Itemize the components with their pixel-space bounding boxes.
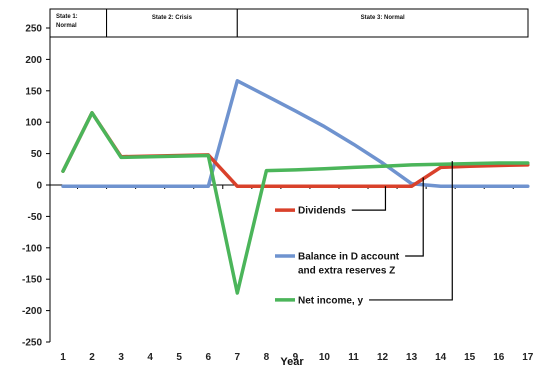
series-lines: [61, 79, 530, 295]
y-tick-label: 150: [25, 86, 42, 97]
y-tick-label: 100: [25, 118, 42, 129]
x-tick-label: 17: [522, 352, 534, 363]
y-tick-label: -200: [22, 306, 42, 317]
state-label: State 1:: [56, 14, 78, 20]
y-tick-label: 50: [31, 149, 43, 160]
x-tick-label: 10: [319, 352, 331, 363]
y-tick-label: -100: [22, 243, 42, 254]
series-line-dividends: [61, 111, 530, 189]
x-tick-label: 9: [293, 352, 299, 363]
state-box: [49, 8, 108, 38]
x-axis-title: Year: [280, 356, 304, 367]
x-tick-label: 4: [147, 352, 153, 363]
x-tick-label: 5: [176, 352, 182, 363]
legend-pointer: [405, 177, 424, 257]
x-tick-label: 11: [348, 352, 359, 363]
legend-label: Dividends: [298, 206, 346, 217]
state-label: State 2: Crisis: [152, 15, 193, 21]
series-line-net-income-y: [61, 111, 530, 295]
state-label: State 3: Normal: [361, 15, 405, 21]
y-tick-label: 200: [25, 55, 42, 66]
x-tick-label: 16: [493, 352, 505, 363]
state-band: State 1: Normal State 2: Crisis State 3: No…: [49, 8, 529, 38]
x-axis: 1 2 3 4 5 6 7 8 9 10 11 12 13 14 15 16 17: [50, 184, 534, 363]
series-line-balance-in-d-account: [61, 79, 530, 189]
state-box: [106, 8, 238, 38]
y-tick-label: 250: [25, 24, 42, 35]
legend-pointer: [351, 186, 387, 211]
x-tick-label: 15: [464, 352, 476, 363]
x-tick-label: 1: [60, 352, 66, 363]
state-label: Normal: [56, 23, 77, 29]
legend-label: Net income, y: [298, 295, 363, 306]
legend-label: and extra reserves Z: [298, 265, 395, 276]
x-tick-label: 12: [377, 352, 389, 363]
x-tick-label: 2: [89, 352, 95, 363]
y-tick-label: 0: [36, 181, 42, 192]
y-tick-label: -250: [22, 338, 42, 349]
x-tick-label: 3: [118, 352, 124, 363]
y-tick-label: -150: [22, 275, 42, 286]
x-tick-label: 6: [205, 352, 211, 363]
x-tick-label: 13: [406, 352, 418, 363]
legend-label: Balance in D account: [298, 251, 400, 262]
state-box: [236, 8, 529, 38]
legend: Dividends Balance in D account and extra r…: [275, 161, 453, 306]
y-tick-label: -50: [28, 212, 43, 223]
x-tick-label: 8: [264, 352, 270, 363]
x-tick-label: 14: [435, 352, 447, 363]
x-tick-label: 7: [235, 352, 241, 363]
legend-pointer: [369, 161, 453, 301]
y-axis: 250 200 150 100 50 0 -50 -100 -150 -200 -250: [22, 24, 51, 349]
